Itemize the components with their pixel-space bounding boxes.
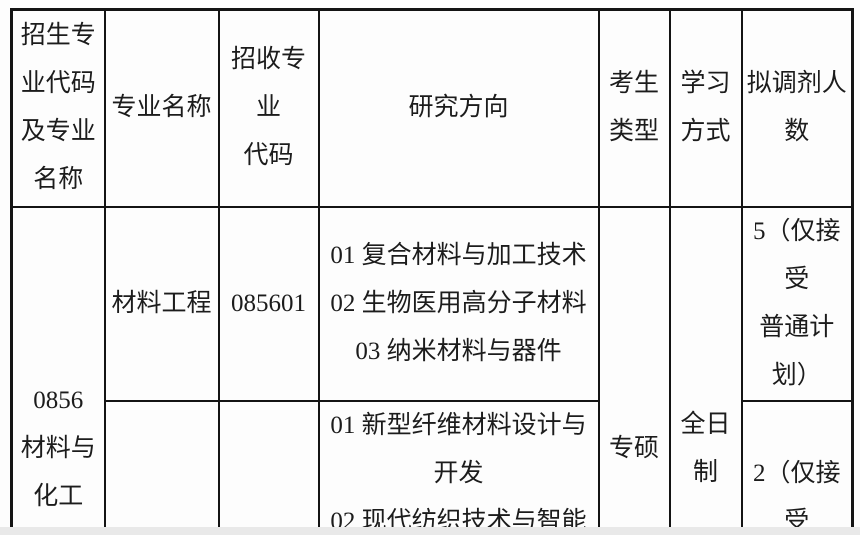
cell-study-mode: 全日 制 xyxy=(668,205,743,535)
page-bottom-edge xyxy=(0,527,860,535)
header-major-name: 专业名称 xyxy=(103,8,220,208)
header-candidate-type: 考生 类型 xyxy=(597,8,671,208)
table-header-row: 招生专 业代码 及专业 名称 专业名称 招收专业 代码 研究方向 考生 类型 学… xyxy=(10,8,854,208)
cell-research-directions: 01 复合材料与加工技术 02 生物医用高分子材料 03 纳米材料与器件 xyxy=(317,205,600,402)
cell-candidate-type: 专硕 xyxy=(597,205,671,535)
cell-planned-transfer-count: 5（仅接受 普通计 划） xyxy=(740,205,854,402)
header-program-code-and-name: 招生专 业代码 及专业 名称 xyxy=(10,8,106,208)
cell-planned-transfer-count: 2（仅接受 普通计 划） xyxy=(740,399,854,535)
cell-major-code: 085604 xyxy=(217,399,320,535)
table-row: 0856 材料与 化工 材料工程 085601 01 复合材料与加工技术 02 … xyxy=(10,205,854,535)
header-research-directions: 研究方向 xyxy=(317,8,600,208)
admission-transfer-table: 招生专 业代码 及专业 名称 专业名称 招收专业 代码 研究方向 考生 类型 学… xyxy=(10,8,854,535)
cell-major-name: 材料工程 xyxy=(103,205,220,402)
cell-major-code: 085601 xyxy=(217,205,320,402)
table-row: 纺织工程 085604 01 新型纤维材料设计与开发 02 现代纺织技术与智能制… xyxy=(12,399,854,535)
cell-major-name: 纺织工程 xyxy=(103,399,220,535)
cell-research-directions: 01 新型纤维材料设计与开发 02 现代纺织技术与智能制造 03 高技术纺织品开… xyxy=(317,399,600,535)
header-study-mode: 学习 方式 xyxy=(668,8,743,208)
header-major-code: 招收专业 代码 xyxy=(217,8,320,208)
header-planned-transfer-count: 拟调剂人 数 xyxy=(740,8,854,208)
cell-program-code-and-name: 0856 材料与 化工 xyxy=(10,205,106,535)
